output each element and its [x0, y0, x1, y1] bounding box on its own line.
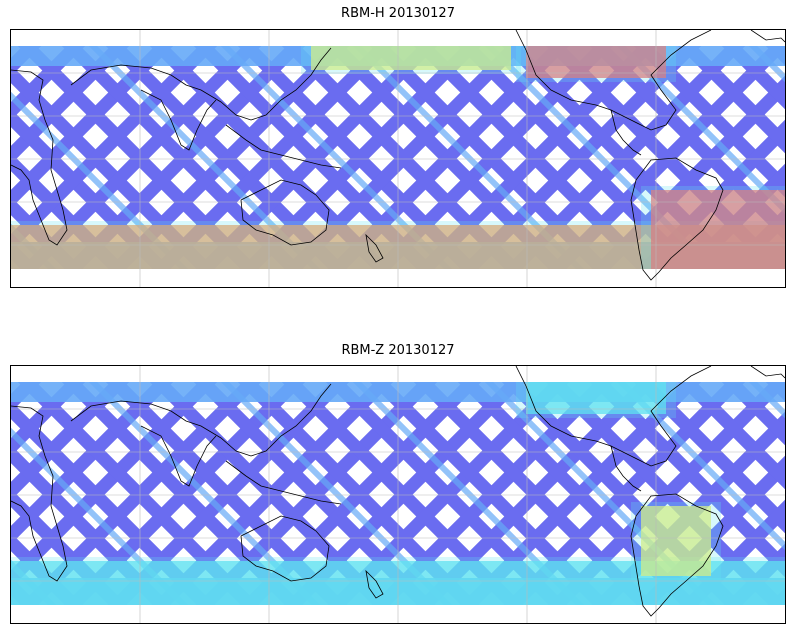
- coastline: [610, 109, 642, 156]
- coastline: [365, 569, 384, 599]
- panel-rbm-h-title: RBM-H 20130127: [341, 6, 455, 21]
- graticule: [11, 366, 785, 623]
- anomaly-south-america-east: [641, 506, 711, 576]
- anomaly-north-atlantic-band: [526, 46, 666, 78]
- coastline: [70, 47, 332, 121]
- coastline: [750, 366, 785, 379]
- coastline: [225, 460, 342, 505]
- coastline: [140, 89, 217, 151]
- map-panel-rbm-h: [10, 29, 786, 288]
- anomaly-north-atlantic-band: [526, 382, 666, 414]
- anomaly-halo: [301, 46, 521, 74]
- anomaly-north-pacific-band: [311, 46, 511, 70]
- coastline: [610, 445, 642, 492]
- panel-rbm-z-title: RBM-Z 20130127: [341, 343, 455, 358]
- anomaly-halo: [516, 46, 676, 82]
- anomaly-halo: [516, 382, 676, 418]
- coastline: [70, 383, 332, 457]
- coastline: [750, 30, 785, 43]
- map-rbm-h: [11, 30, 785, 287]
- coastline: [515, 30, 712, 131]
- anomaly-halo: [631, 502, 721, 580]
- anomaly-halo: [641, 186, 785, 269]
- coastline: [140, 425, 217, 487]
- coastline: [630, 493, 724, 617]
- coastlines: [11, 30, 785, 281]
- map-rbm-z: [11, 366, 785, 623]
- coastline: [11, 405, 68, 582]
- map-panel-rbm-z: [10, 365, 786, 624]
- coastline: [225, 124, 342, 169]
- coastline: [365, 233, 384, 263]
- coastline: [11, 69, 68, 246]
- coastline: [240, 515, 330, 582]
- coastlines: [11, 366, 785, 617]
- coastline: [630, 157, 724, 281]
- graticule: [11, 30, 785, 287]
- coastline: [515, 366, 712, 467]
- coastline: [240, 179, 330, 246]
